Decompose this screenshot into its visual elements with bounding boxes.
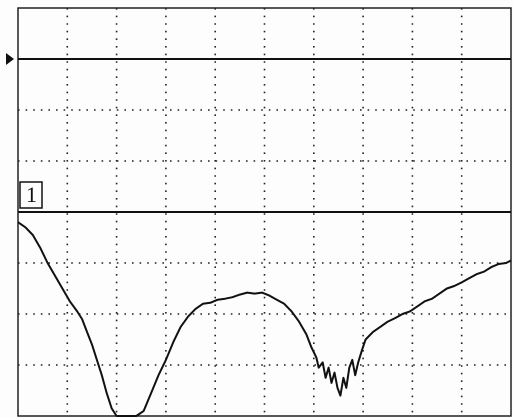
trigger-level-arrow-icon <box>6 53 14 65</box>
channel-marker-box <box>19 181 43 209</box>
channel-marker: 1 <box>19 181 43 209</box>
reference-levels <box>18 58 511 213</box>
waveform-trace <box>17 221 512 417</box>
channel-marker-label: 1 <box>26 182 37 207</box>
